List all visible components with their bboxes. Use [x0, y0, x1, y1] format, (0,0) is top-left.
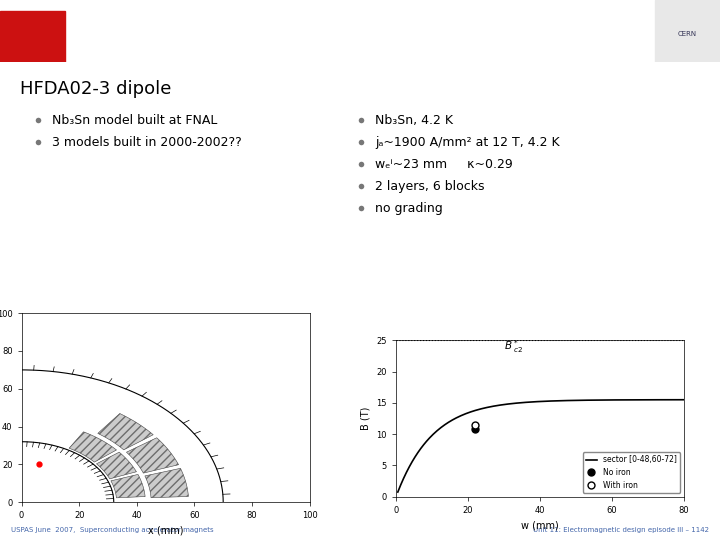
Text: no grading: no grading [375, 201, 443, 214]
sector [0-48,60-72] [680, 396, 688, 403]
Legend: sector [0-48,60-72], No iron, With iron: sector [0-48,60-72], No iron, With iron [582, 452, 680, 493]
Text: USPAS June  2007,  Superconducting accelerator magnets: USPAS June 2007, Superconducting acceler… [11, 526, 213, 533]
X-axis label: x (mm): x (mm) [148, 526, 184, 536]
Text: Unit 11: Electromagnetic design episode III – 1142: Unit 11: Electromagnetic design episode … [534, 526, 709, 533]
Polygon shape [145, 468, 189, 498]
Text: $B^*_{\ c2}$: $B^*_{\ c2}$ [504, 338, 523, 355]
Line: sector [0-48,60-72]: sector [0-48,60-72] [398, 400, 684, 492]
Bar [0, 11, 65, 62]
sector [0-48,60-72] [563, 397, 572, 404]
Text: Nb₃Sn model built at FNAL: Nb₃Sn model built at FNAL [52, 113, 217, 126]
Polygon shape [96, 452, 136, 479]
Polygon shape [127, 438, 179, 473]
Polygon shape [98, 414, 153, 450]
Text: jₐ~1900 A/mm² at 12 T, 4.2 K: jₐ~1900 A/mm² at 12 T, 4.2 K [375, 136, 559, 148]
Y-axis label: B (T): B (T) [361, 407, 371, 430]
sector [0-48,60-72] [653, 396, 662, 403]
Text: 6.  A REVIEW OF DIPOLE LAY-OUTS: 6. A REVIEW OF DIPOLE LAY-OUTS [172, 29, 548, 48]
Polygon shape [111, 475, 145, 498]
Text: CERN: CERN [678, 31, 697, 37]
Bar [655, 0, 720, 62]
Bar [0, 0, 720, 11]
Text: HFDA02-3 dipole: HFDA02-3 dipole [20, 80, 171, 98]
sector [0-48,60-72] [394, 489, 402, 495]
sector [0-48,60-72] [564, 397, 572, 404]
Text: wₑⁱ~23 mm     κ~0.29: wₑⁱ~23 mm κ~0.29 [375, 158, 513, 171]
sector [0-48,60-72] [635, 396, 644, 403]
Text: 3 models built in 2000-2002??: 3 models built in 2000-2002?? [52, 136, 242, 148]
Polygon shape [69, 432, 117, 462]
Text: 2 layers, 6 blocks: 2 layers, 6 blocks [375, 180, 485, 193]
Text: Nb₃Sn, 4.2 K: Nb₃Sn, 4.2 K [375, 113, 453, 126]
sector [0-48,60-72] [569, 397, 577, 404]
sector [0-48,60-72] [395, 487, 403, 493]
X-axis label: w (mm): w (mm) [521, 521, 559, 530]
